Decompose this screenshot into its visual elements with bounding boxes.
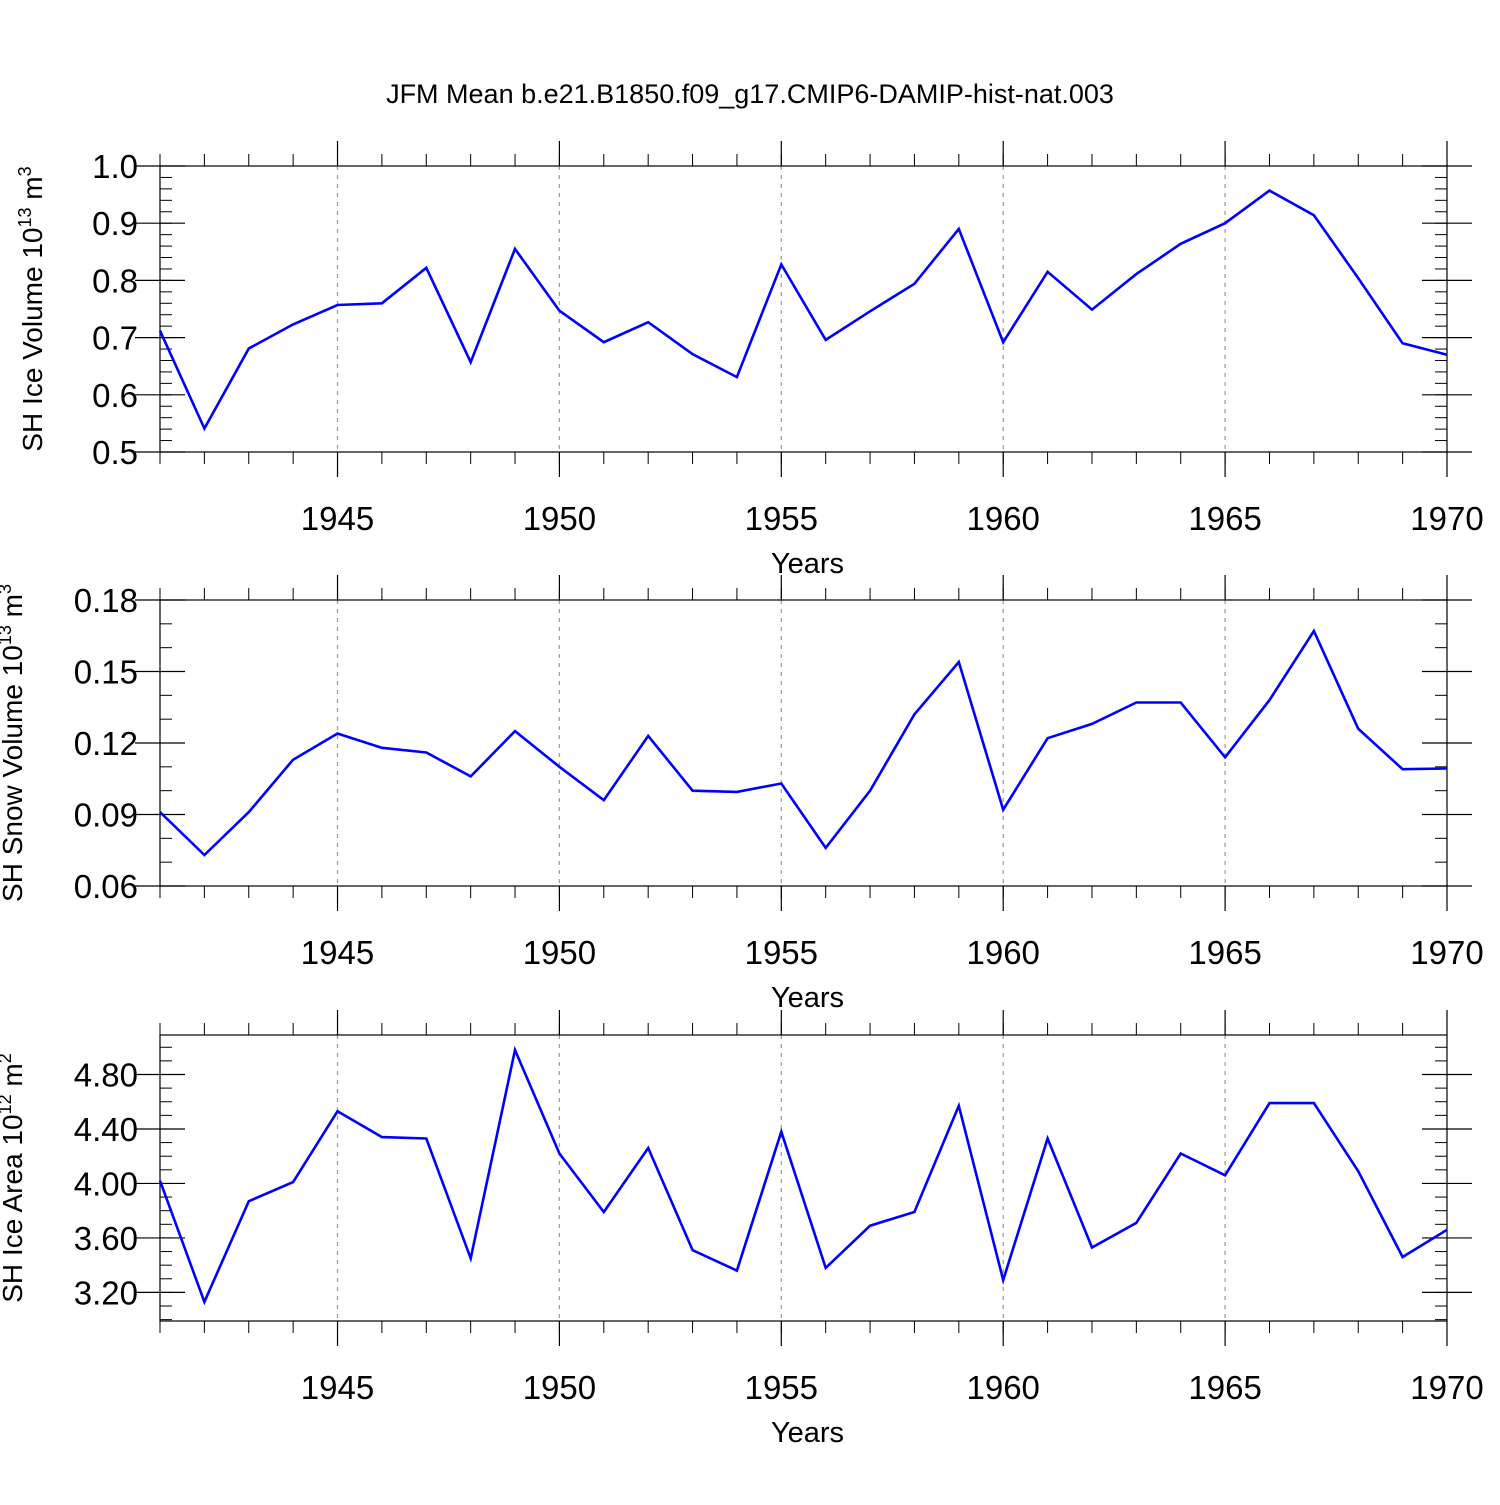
plot-frame xyxy=(159,165,1448,453)
x-tick-label: 1960 xyxy=(966,500,1039,537)
x-tick-label: 1960 xyxy=(966,934,1039,971)
y-tick-label: 4.80 xyxy=(74,1056,138,1093)
y-tick-label: 4.40 xyxy=(74,1111,138,1148)
y-tick-label: 0.12 xyxy=(74,725,138,762)
y-axis-label: SH Ice Volume 1013 m3 xyxy=(15,166,48,451)
plot-frame xyxy=(159,1034,1448,1322)
y-tick-label: 4.00 xyxy=(74,1165,138,1202)
chart-panel-2: 0.06 0.09 0.12 0.15 0.18 1945 1950 1955 1960 1965… xyxy=(0,575,1484,1014)
y-tick-label: 0.06 xyxy=(74,868,138,905)
x-tick-label: 1965 xyxy=(1188,500,1261,537)
y-tick-label: 0.5 xyxy=(92,434,138,471)
x-tick-label: 1950 xyxy=(523,500,596,537)
x-axis-label: Years xyxy=(771,982,844,1014)
plot-frame xyxy=(159,599,1448,887)
x-axis-label: Years xyxy=(771,548,844,580)
x-tick-label: 1970 xyxy=(1410,934,1483,971)
x-tick-label: 1945 xyxy=(301,1369,374,1406)
y-tick-label: 0.18 xyxy=(74,582,138,619)
chart-panel-3: 3.20 3.60 4.00 4.40 4.80 1945 1950 1955 1960 1965… xyxy=(0,1010,1484,1449)
y-tick-label: 1.0 xyxy=(92,148,138,185)
x-tick-label: 1950 xyxy=(523,1369,596,1406)
y-tick-label: 0.9 xyxy=(92,205,138,242)
x-tick-label: 1945 xyxy=(301,500,374,537)
y-tick-label: 0.7 xyxy=(92,320,138,357)
series-line xyxy=(159,628,1448,857)
x-tick-label: 1950 xyxy=(523,934,596,971)
x-tick-label: 1955 xyxy=(745,500,818,537)
x-tick-label: 1960 xyxy=(966,1369,1039,1406)
x-tick-label: 1955 xyxy=(745,1369,818,1406)
chart-panel-1: 0.5 0.6 0.7 0.8 0.9 1.0 1945 1950 1955 1960 1965 19… xyxy=(15,141,1484,580)
panels: 0.5 0.6 0.7 0.8 0.9 1.0 1945 1950 1955 1960 1965 19… xyxy=(0,141,1484,1449)
x-tick-label: 1945 xyxy=(301,934,374,971)
y-tick-label: 0.09 xyxy=(74,797,138,834)
x-tick-label: 1970 xyxy=(1410,500,1483,537)
figure-title: JFM Mean b.e21.B1850.f09_g17.CMIP6-DAMIP… xyxy=(386,79,1114,109)
series-line xyxy=(158,1045,1448,1306)
y-axis-label: SH Snow Volume 1013 m3 xyxy=(0,584,28,902)
y-tick-label: 0.6 xyxy=(92,377,138,414)
y-tick-label: 3.60 xyxy=(74,1220,138,1257)
y-tick-label: 0.15 xyxy=(74,654,138,691)
x-tick-label: 1970 xyxy=(1410,1369,1483,1406)
x-tick-label: 1965 xyxy=(1188,1369,1261,1406)
series-line xyxy=(158,189,1448,432)
x-axis-label: Years xyxy=(771,1417,844,1449)
y-tick-label: 3.20 xyxy=(74,1274,138,1311)
y-tick-label: 0.8 xyxy=(92,262,138,299)
y-axis-label: SH Ice Area 1012 m2 xyxy=(0,1053,28,1303)
x-tick-label: 1965 xyxy=(1188,934,1261,971)
x-tick-label: 1955 xyxy=(745,934,818,971)
